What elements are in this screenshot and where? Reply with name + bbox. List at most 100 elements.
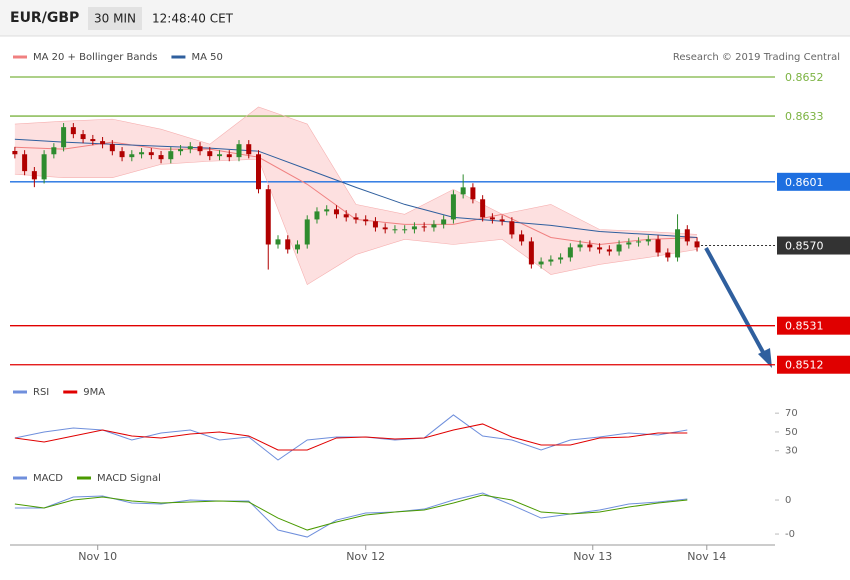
candle-body <box>567 247 573 258</box>
level-label: 0.8570 <box>785 240 824 253</box>
level-box <box>777 236 850 255</box>
candle-body <box>372 221 378 228</box>
level-box <box>777 355 850 374</box>
legend-label[interactable]: RSI <box>33 387 49 398</box>
candle-body <box>558 257 564 260</box>
candle-body <box>626 242 632 245</box>
candle-body <box>509 221 515 235</box>
candle-body <box>294 244 300 250</box>
y-tick-label: 30 <box>785 446 798 457</box>
indicator-line <box>14 494 688 531</box>
candle-body <box>587 244 593 248</box>
candle-body <box>655 239 661 253</box>
level-label: 0.8601 <box>785 176 824 189</box>
y-tick-label: 0 <box>785 495 791 506</box>
legend-label[interactable]: MA 20 + Bollinger Bands <box>33 52 157 63</box>
candle-body <box>22 154 28 172</box>
candle-body <box>333 209 339 215</box>
y-tick-label: 50 <box>785 427 798 438</box>
level-label: 0.8652 <box>785 71 824 84</box>
candle-body <box>187 146 193 150</box>
candle-body <box>411 226 417 230</box>
candle-body <box>148 152 154 156</box>
candle-body <box>324 209 330 212</box>
candle-body <box>431 224 437 228</box>
ma-line <box>14 138 698 239</box>
candle-body <box>158 155 164 160</box>
legend-label[interactable]: MA 50 <box>191 52 222 63</box>
candle-body <box>421 226 427 228</box>
candle-body <box>100 141 106 145</box>
candle-body <box>363 219 369 222</box>
candle-body <box>226 154 232 158</box>
candle-body <box>616 244 622 252</box>
candle-body <box>480 199 486 218</box>
candle-body <box>246 144 252 155</box>
legend-label[interactable]: MACD <box>33 473 63 484</box>
candle-body <box>402 229 408 231</box>
x-tick-label: Nov 13 <box>573 550 612 563</box>
candle-body <box>178 149 184 152</box>
x-tick-label: Nov 12 <box>346 550 385 563</box>
symbol: EUR/GBP <box>10 10 79 26</box>
candle-body <box>207 151 213 157</box>
candle-body <box>489 217 495 220</box>
candle-body <box>343 214 349 218</box>
candle-body <box>256 154 262 190</box>
candle-body <box>304 219 310 245</box>
timeframe[interactable]: 30 MIN <box>94 12 136 26</box>
candle-body <box>665 252 671 258</box>
level-box <box>777 172 850 191</box>
candle-body <box>51 147 57 155</box>
candle-body <box>217 154 223 157</box>
candle-body <box>285 239 291 250</box>
candle-body <box>597 247 603 250</box>
level-label: 0.8633 <box>785 110 824 123</box>
candle-body <box>470 187 476 200</box>
level-label: 0.8512 <box>785 359 824 372</box>
timeframe-box[interactable] <box>88 7 142 30</box>
candle-body <box>441 219 447 225</box>
band-upper <box>14 106 698 235</box>
candle-body <box>577 244 583 248</box>
candle-body <box>265 189 271 245</box>
legend-label[interactable]: 9MA <box>83 387 105 398</box>
band-lower <box>14 158 698 286</box>
candle-body <box>499 219 505 222</box>
candle-body <box>90 139 96 142</box>
y-tick-label: -0 <box>785 529 795 540</box>
candle-body <box>236 144 242 158</box>
candle-body <box>80 134 86 140</box>
candle-body <box>636 241 642 243</box>
indicator-line <box>14 423 688 451</box>
candle-body <box>519 234 525 242</box>
candle-body <box>645 239 651 242</box>
candle-body <box>606 249 612 252</box>
credit: Research © 2019 Trading Central <box>673 52 840 63</box>
candle-body <box>275 239 281 245</box>
clock: 12:48:40 CET <box>152 12 234 26</box>
candle-body <box>353 217 359 220</box>
candle-body <box>314 211 320 220</box>
legend-label[interactable]: MACD Signal <box>97 473 161 484</box>
candle-body <box>538 261 544 265</box>
candle-body <box>694 241 700 248</box>
candle-body <box>129 154 135 158</box>
candle-body <box>197 146 203 152</box>
candle-body <box>139 152 145 155</box>
candle-body <box>41 154 47 180</box>
x-tick-label: Nov 14 <box>687 550 726 563</box>
candle-body <box>31 171 37 180</box>
candle-body <box>548 259 554 262</box>
candle-body <box>392 229 398 231</box>
candle-body <box>70 127 76 135</box>
level-box <box>777 316 850 335</box>
level-label: 0.8531 <box>785 320 824 333</box>
bollinger-band <box>14 107 698 285</box>
forecast-arrowhead <box>758 348 772 368</box>
candle-body <box>528 241 534 265</box>
candle-body <box>119 151 125 158</box>
candle-body <box>675 229 681 258</box>
candle-body <box>12 150 18 155</box>
